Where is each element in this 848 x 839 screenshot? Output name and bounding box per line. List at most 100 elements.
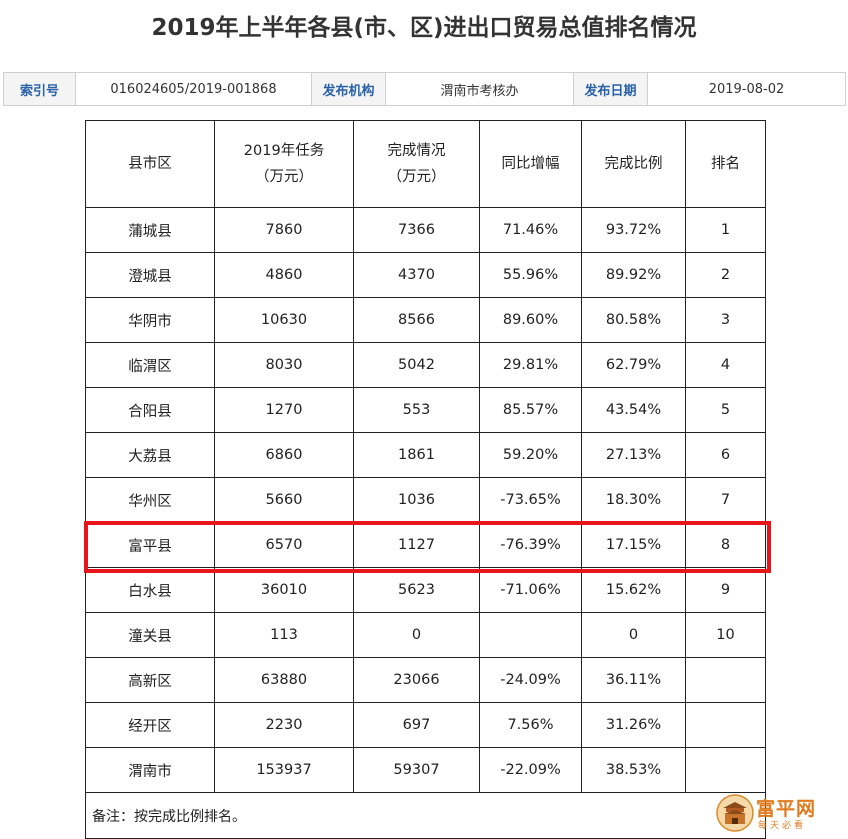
cell-rank: 3 xyxy=(685,297,766,343)
table-row: 华阴市 10630 8566 89.60% 80.58% 3 xyxy=(85,297,766,343)
table-row: 临渭区 8030 5042 29.81% 62.79% 4 xyxy=(85,342,766,388)
cell-county: 高新区 xyxy=(85,657,215,703)
cell-task: 10630 xyxy=(214,297,354,343)
cell-ratio: 80.58% xyxy=(581,297,686,343)
cell-done: 1036 xyxy=(353,477,480,523)
cell-done: 5042 xyxy=(353,342,480,388)
page-title: 2019年上半年各县(市、区)进出口贸易总值排名情况 xyxy=(151,15,697,41)
cell-done: 553 xyxy=(353,387,480,433)
cell-rank: 6 xyxy=(685,432,766,478)
cell-yoy: -24.09% xyxy=(479,657,582,703)
cell-ratio: 0 xyxy=(581,612,686,658)
cell-ratio: 43.54% xyxy=(581,387,686,433)
cell-rank xyxy=(685,702,766,748)
cell-done: 1861 xyxy=(353,432,480,478)
cell-ratio: 31.26% xyxy=(581,702,686,748)
cell-task: 36010 xyxy=(214,567,354,613)
cell-county: 合阳县 xyxy=(85,387,215,433)
cell-county: 澄城县 xyxy=(85,252,215,298)
header-task-line1: 2019年任务 xyxy=(243,143,325,159)
date-label: 发布日期 xyxy=(573,72,648,106)
table-row: 高新区 63880 23066 -24.09% 36.11% xyxy=(85,657,766,703)
table-row: 澄城县 4860 4370 55.96% 89.92% 2 xyxy=(85,252,766,298)
cell-rank: 2 xyxy=(685,252,766,298)
header-task: 2019年任务 （万元） xyxy=(214,120,354,208)
header-yoy: 同比增幅 xyxy=(479,120,582,208)
cell-done: 4370 xyxy=(353,252,480,298)
cell-rank xyxy=(685,747,766,793)
cell-rank: 5 xyxy=(685,387,766,433)
cell-ratio: 15.62% xyxy=(581,567,686,613)
cell-county: 华阴市 xyxy=(85,297,215,343)
cell-rank xyxy=(685,657,766,703)
header-rank: 排名 xyxy=(685,120,766,208)
cell-rank: 8 xyxy=(685,522,766,568)
cell-ratio: 18.30% xyxy=(581,477,686,523)
watermark-name: 富平网 xyxy=(756,798,817,820)
table-row-highlighted: 富平县 6570 1127 -76.39% 17.15% 8 xyxy=(85,522,766,568)
table-row: 蒲城县 7860 7366 71.46% 93.72% 1 xyxy=(85,207,766,253)
cell-yoy: 59.20% xyxy=(479,432,582,478)
cell-yoy: 55.96% xyxy=(479,252,582,298)
cell-done: 5623 xyxy=(353,567,480,613)
cell-rank: 7 xyxy=(685,477,766,523)
cell-task: 153937 xyxy=(214,747,354,793)
cell-yoy: 7.56% xyxy=(479,702,582,748)
cell-yoy: 71.46% xyxy=(479,207,582,253)
table-row: 大荔县 6860 1861 59.20% 27.13% 6 xyxy=(85,432,766,478)
table-row: 渭南市 153937 59307 -22.09% 38.53% xyxy=(85,747,766,793)
cell-done: 7366 xyxy=(353,207,480,253)
cell-ratio: 93.72% xyxy=(581,207,686,253)
publisher-label: 发布机构 xyxy=(311,72,386,106)
cell-ratio: 62.79% xyxy=(581,342,686,388)
index-value: 016024605/2019-001868 xyxy=(75,72,312,106)
header-ratio: 完成比例 xyxy=(581,120,686,208)
cell-county: 华州区 xyxy=(85,477,215,523)
table-row: 合阳县 1270 553 85.57% 43.54% 5 xyxy=(85,387,766,433)
cell-ratio: 38.53% xyxy=(581,747,686,793)
cell-done: 8566 xyxy=(353,297,480,343)
cell-rank: 4 xyxy=(685,342,766,388)
cell-yoy: -76.39% xyxy=(479,522,582,568)
cell-task: 1270 xyxy=(214,387,354,433)
cell-done: 697 xyxy=(353,702,480,748)
cell-county: 白水县 xyxy=(85,567,215,613)
cell-yoy xyxy=(479,612,582,658)
cell-yoy: 29.81% xyxy=(479,342,582,388)
cell-yoy: 85.57% xyxy=(479,387,582,433)
cell-done: 59307 xyxy=(353,747,480,793)
cell-ratio: 89.92% xyxy=(581,252,686,298)
cell-county: 潼关县 xyxy=(85,612,215,658)
cell-task: 5660 xyxy=(214,477,354,523)
cell-done: 23066 xyxy=(353,657,480,703)
cell-done: 1127 xyxy=(353,522,480,568)
cell-task: 6860 xyxy=(214,432,354,478)
table-row: 白水县 36010 5623 -71.06% 15.62% 9 xyxy=(85,567,766,613)
table-note: 备注：按完成比例排名。 xyxy=(85,792,766,839)
cell-rank: 1 xyxy=(685,207,766,253)
table-header-row: 县市区 2019年任务 （万元） 完成情况 （万元） 同比增幅 完成比例 排名 xyxy=(85,120,766,208)
cell-task: 113 xyxy=(214,612,354,658)
header-done-line2: （万元） xyxy=(387,169,446,185)
header-done-line1: 完成情况 xyxy=(387,143,446,159)
ranking-table: 县市区 2019年任务 （万元） 完成情况 （万元） 同比增幅 完成比例 排名 … xyxy=(85,120,766,839)
cell-yoy: -73.65% xyxy=(479,477,582,523)
cell-rank: 9 xyxy=(685,567,766,613)
cell-task: 7860 xyxy=(214,207,354,253)
table-row: 华州区 5660 1036 -73.65% 18.30% 7 xyxy=(85,477,766,523)
table-row: 经开区 2230 697 7.56% 31.26% xyxy=(85,702,766,748)
gate-tower-icon xyxy=(716,794,754,832)
table-row: 潼关县 113 0 0 10 xyxy=(85,612,766,658)
cell-ratio: 27.13% xyxy=(581,432,686,478)
table-note-row: 备注：按完成比例排名。 xyxy=(85,792,766,839)
cell-county: 临渭区 xyxy=(85,342,215,388)
index-label: 索引号 xyxy=(3,72,76,106)
cell-ratio: 36.11% xyxy=(581,657,686,703)
header-task-line2: （万元） xyxy=(255,169,313,185)
cell-task: 8030 xyxy=(214,342,354,388)
cell-ratio: 17.15% xyxy=(581,522,686,568)
cell-yoy: -71.06% xyxy=(479,567,582,613)
watermark-logo: 富平网 每天必看 xyxy=(716,794,838,832)
cell-county: 富平县 xyxy=(85,522,215,568)
cell-done: 0 xyxy=(353,612,480,658)
